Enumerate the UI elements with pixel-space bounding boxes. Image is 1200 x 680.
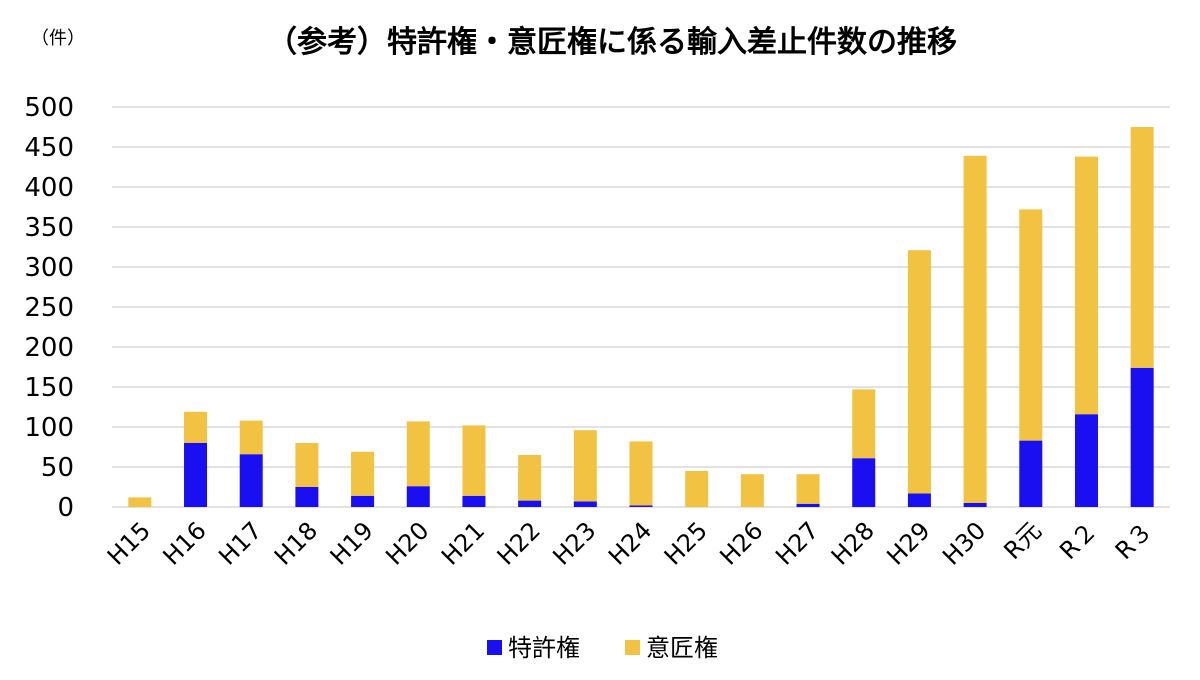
- gridlines: [112, 106, 1170, 508]
- bar-patent-3: [295, 487, 319, 507]
- x-tick-label: H28: [826, 516, 880, 570]
- y-tick-label: 50: [41, 453, 74, 483]
- bar-design-7: [518, 455, 542, 501]
- y-tick-label: 400: [24, 173, 74, 203]
- y-tick-label: 350: [24, 213, 74, 243]
- bar-design-4: [351, 451, 375, 496]
- y-tick-label: 150: [24, 373, 74, 403]
- y-tick-label: 100: [24, 413, 74, 443]
- bar-design-10: [685, 471, 709, 507]
- x-tick-label: R２: [1054, 516, 1103, 565]
- bar-design-18: [1130, 127, 1154, 368]
- bar-patent-12: [796, 503, 820, 507]
- bar-design-12: [796, 474, 820, 504]
- x-tick-label: H29: [882, 516, 936, 570]
- x-tick-label: H22: [492, 516, 546, 570]
- x-tick-label: H20: [380, 516, 434, 570]
- bar-design-5: [406, 421, 430, 487]
- bar-patent-16: [1019, 440, 1043, 507]
- bar-patent-17: [1074, 414, 1098, 507]
- x-tick-label: H19: [325, 516, 379, 570]
- bar-design-13: [852, 389, 876, 459]
- y-tick-label: 450: [24, 133, 74, 163]
- bar-patent-9: [629, 505, 653, 507]
- bar-design-14: [907, 250, 931, 494]
- bar-design-2: [239, 420, 263, 455]
- bar-design-16: [1019, 209, 1043, 441]
- x-tick-label: H18: [269, 516, 323, 570]
- bar-patent-6: [462, 495, 486, 507]
- bar-patent-18: [1130, 367, 1154, 507]
- y-unit-label: （件）: [31, 28, 85, 49]
- bar-design-1: [184, 411, 208, 443]
- x-tick-label: H15: [102, 516, 156, 570]
- x-tick-label: H26: [714, 516, 768, 570]
- legend-swatch-patent: [487, 640, 502, 655]
- x-axis-ticks: H15 H16 H17 H18 H19 H20 H21 H22 H23 H24 H25 H26 H27 H…: [102, 516, 1158, 570]
- bar-design-9: [629, 441, 653, 506]
- bar-design-17: [1074, 156, 1098, 415]
- bar-design-0: [128, 497, 152, 507]
- x-tick-label: H30: [937, 516, 991, 570]
- bar-patent-2: [239, 454, 263, 507]
- bar-patent-15: [963, 503, 987, 507]
- bar-patent-7: [518, 500, 542, 507]
- y-axis-ticks: 0 50 100 150 200 250 300 350 400 450 500: [24, 93, 74, 523]
- y-tick-label: 500: [24, 93, 74, 123]
- legend-label-patent: 特許権: [508, 634, 580, 662]
- chart-title: （参考）特許権・意匠権に係る輸入差止件数の推移: [267, 25, 957, 60]
- x-tick-label: H23: [547, 516, 601, 570]
- bar-patent-5: [406, 486, 430, 507]
- x-tick-label: H25: [659, 516, 713, 570]
- bar-design-6: [462, 425, 486, 496]
- y-tick-label: 0: [57, 493, 74, 523]
- bar-design-8: [573, 430, 597, 502]
- legend-label-design: 意匠権: [646, 634, 718, 662]
- bar-patent-14: [907, 493, 931, 507]
- bars: [128, 127, 1154, 507]
- bar-patent-8: [573, 501, 597, 507]
- x-tick-label: R元: [998, 516, 1047, 565]
- bar-design-11: [740, 474, 764, 507]
- y-tick-label: 200: [24, 333, 74, 363]
- y-tick-label: 300: [24, 253, 74, 283]
- bar-patent-4: [351, 495, 375, 507]
- bar-design-3: [295, 443, 319, 487]
- y-tick-label: 250: [24, 293, 74, 323]
- bar-patent-13: [852, 458, 876, 507]
- x-tick-label: R３: [1110, 516, 1159, 565]
- x-tick-label: H16: [158, 516, 212, 570]
- x-tick-label: H24: [603, 516, 657, 570]
- legend: 特許権 意匠権: [487, 634, 718, 662]
- x-tick-label: H21: [436, 516, 490, 570]
- legend-swatch-design: [625, 640, 640, 655]
- bar-patent-1: [184, 443, 208, 507]
- bar-design-15: [963, 155, 987, 504]
- x-tick-label: H17: [213, 516, 267, 570]
- x-tick-label: H27: [770, 516, 824, 570]
